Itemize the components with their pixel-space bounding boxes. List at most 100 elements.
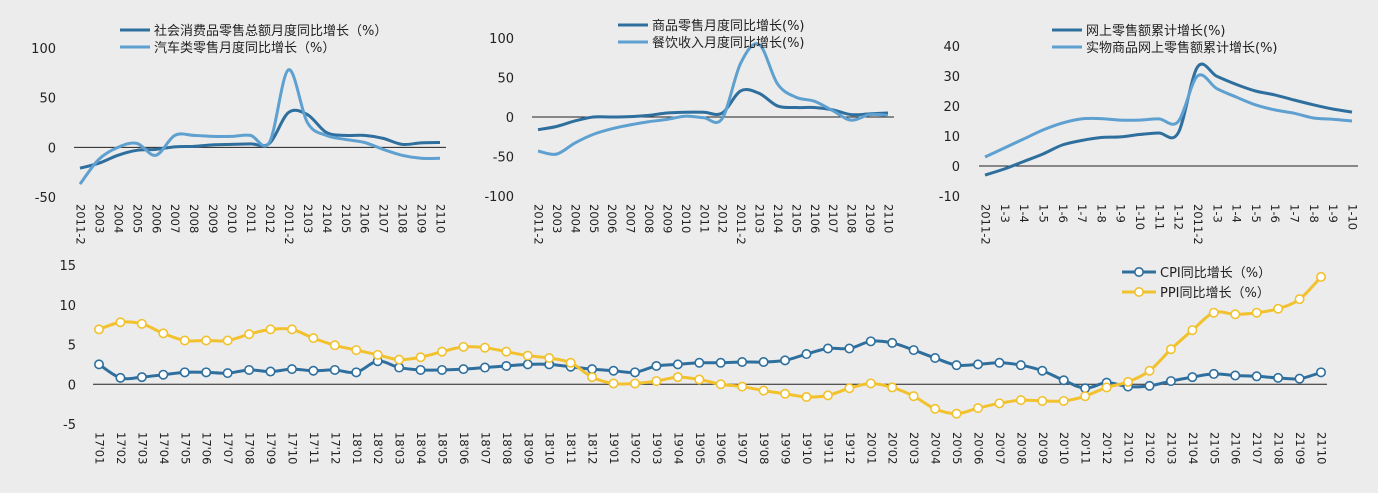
data-point xyxy=(608,378,619,389)
legend-label: 实物商品网上零售额累计增长(%) xyxy=(1086,40,1278,56)
x-tick-label: 2105 xyxy=(789,204,803,233)
data-point xyxy=(94,359,105,370)
data-point xyxy=(394,354,405,365)
x-tick-label: 1-8 xyxy=(1094,204,1108,223)
x-tick-label: 1-8 xyxy=(1307,204,1321,223)
data-point xyxy=(715,357,726,368)
x-tick-label: 20'11 xyxy=(1079,432,1093,464)
data-point xyxy=(115,317,126,328)
x-tick-label: 17'10 xyxy=(285,432,299,464)
data-point xyxy=(522,350,533,361)
data-point xyxy=(672,372,683,383)
data-point xyxy=(544,353,555,364)
x-tick-label: 21'02 xyxy=(1143,432,1157,464)
data-point xyxy=(351,345,362,356)
data-point xyxy=(951,408,962,419)
data-point xyxy=(780,388,791,399)
x-tick-label: 2004 xyxy=(568,204,582,233)
data-point xyxy=(1230,309,1241,320)
x-tick-label: 1-10 xyxy=(1133,204,1147,230)
x-tick-label: 18'03 xyxy=(393,432,407,464)
x-tick-label: 2108 xyxy=(396,204,410,233)
data-point xyxy=(608,365,619,376)
data-point xyxy=(908,391,919,402)
x-tick-label: 21'08 xyxy=(1272,432,1286,464)
data-point xyxy=(1080,383,1091,394)
data-point xyxy=(1058,375,1069,386)
x-tick-label: 19'10 xyxy=(800,432,814,464)
series-line-2 xyxy=(537,42,889,156)
data-point xyxy=(972,359,983,370)
data-point xyxy=(801,349,812,360)
x-tick-label: 2107 xyxy=(826,204,840,233)
data-point xyxy=(1208,368,1219,379)
x-tick-label: 2109 xyxy=(415,204,429,233)
y-tick-label: 10 xyxy=(59,299,76,314)
data-point xyxy=(1273,303,1284,314)
data-point xyxy=(329,364,340,375)
data-point xyxy=(1037,395,1048,406)
x-tick-label: 2108 xyxy=(845,204,859,233)
data-point xyxy=(587,364,598,375)
data-point xyxy=(265,324,276,335)
x-tick-label: 21'03 xyxy=(1164,432,1178,464)
x-tick-label: 1-7 xyxy=(1075,204,1089,223)
y-tick-label: 0 xyxy=(506,111,514,126)
x-tick-label: 1-3 xyxy=(1210,204,1224,223)
data-point xyxy=(222,368,233,379)
data-point xyxy=(822,343,833,354)
x-tick-label: 2006 xyxy=(149,204,163,233)
x-tick-label: 18'05 xyxy=(436,432,450,464)
data-point xyxy=(415,352,426,363)
data-point xyxy=(1144,365,1155,376)
x-tick-label: 19'08 xyxy=(757,432,771,464)
x-tick-label: 2011-2 xyxy=(734,204,748,245)
legend-label: PPI同比增长（%） xyxy=(1160,286,1270,301)
x-tick-label: 1-9 xyxy=(1114,204,1128,223)
data-point xyxy=(158,369,169,380)
x-tick-label: 17'07 xyxy=(221,432,235,464)
data-point xyxy=(158,328,169,339)
x-tick-label: 21'01 xyxy=(1122,432,1136,464)
data-point xyxy=(308,333,319,344)
x-tick-label: 18'12 xyxy=(586,432,600,464)
y-tick-label: 15 xyxy=(59,259,76,274)
x-tick-label: 1-4 xyxy=(1230,204,1244,223)
legend-label: 餐饮收入月度同比增长(%) xyxy=(652,35,805,51)
x-tick-label: 2107 xyxy=(377,204,391,233)
chart-2: 100 50 0 -50 -100 2011-2 2003 2004 2005 2006 2007 2… xyxy=(484,18,895,245)
x-tick-label: 17'05 xyxy=(178,432,192,464)
data-point xyxy=(758,356,769,367)
data-point xyxy=(244,329,255,340)
series-line-1 xyxy=(984,62,1353,177)
x-tick-label: 1-11 xyxy=(1152,204,1166,230)
data-point xyxy=(1101,382,1112,393)
x-tick-label: 19'12 xyxy=(843,432,857,464)
x-tick-label: 18'02 xyxy=(371,432,385,464)
data-point xyxy=(265,366,276,377)
data-point xyxy=(694,374,705,385)
data-point xyxy=(565,357,576,368)
series-line-2 xyxy=(98,275,1323,416)
x-tick-label: 17'11 xyxy=(307,432,321,464)
x-tick-label: 18'04 xyxy=(414,432,428,464)
data-point xyxy=(672,359,683,370)
x-tick-label: 2010 xyxy=(679,204,693,233)
legend-label: 商品零售月度同比增长(%) xyxy=(652,18,805,34)
x-tick-label: 2011-2 xyxy=(532,204,546,245)
legend-label: CPI同比增长（%） xyxy=(1160,266,1271,281)
x-tick-label: 2011-2 xyxy=(74,204,88,245)
x-tick-label: 18'09 xyxy=(521,432,535,464)
x-tick-label: 17'01 xyxy=(93,432,107,464)
data-point xyxy=(501,360,512,371)
series-line-1 xyxy=(79,108,441,170)
x-tick-label: 18'10 xyxy=(543,432,557,464)
x-tick-label: 2009 xyxy=(206,204,220,233)
x-tick-label: 19'09 xyxy=(779,432,793,464)
data-point xyxy=(1251,371,1262,382)
x-tick-label: 2005 xyxy=(587,204,601,233)
x-tick-label: 20'08 xyxy=(1014,432,1028,464)
data-point xyxy=(780,355,791,366)
x-tick-label: 2004 xyxy=(111,204,125,233)
x-tick-label: 2109 xyxy=(863,204,877,233)
